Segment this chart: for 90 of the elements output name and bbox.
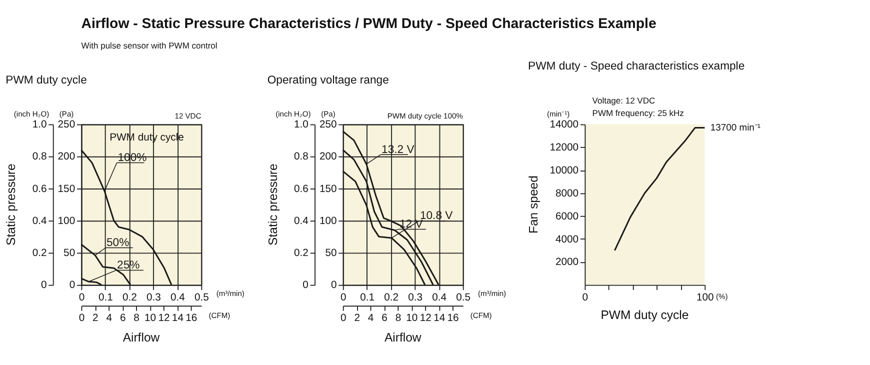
x2-tick-label: 0 — [340, 313, 346, 324]
x-tick-label: 0.5 — [194, 292, 210, 304]
y-tick-label: 100 — [58, 216, 76, 227]
x-tick-label: 0.3 — [408, 292, 423, 304]
x2-tick-label: 10 — [144, 313, 156, 324]
text: (inch H₂O) — [276, 110, 312, 119]
y-tick-label: 6000 — [555, 211, 579, 222]
x2-tick-label: 4 — [106, 313, 112, 324]
x-axis-title: PWM duty cycle — [600, 308, 689, 322]
x2-tick-label: 10 — [406, 313, 418, 324]
x2-tick-label: 16 — [186, 313, 198, 324]
x-tick-label: 0 — [78, 292, 85, 304]
x-axis-title: Airflow — [122, 330, 160, 345]
annotation: 13700 min⁻¹ — [710, 122, 761, 134]
x2-tick-label: 12 — [420, 313, 432, 324]
text: (m³/min) — [478, 289, 507, 298]
text: Voltage: 12 VDC — [592, 95, 656, 106]
text: (min⁻¹) — [546, 110, 570, 119]
y-tick-label: 250 — [58, 120, 76, 131]
y-tick-label: 0 — [330, 280, 337, 292]
y-tick-label: 150 — [58, 184, 76, 195]
x2-tick-label: 16 — [447, 313, 460, 324]
y2-tick-label: 0.2 — [294, 248, 309, 260]
y-tick-label: 150 — [319, 184, 337, 195]
y-tick-label: 2000 — [555, 257, 579, 268]
y-tick-label: 200 — [319, 152, 337, 163]
y-tick-label: 50 — [325, 248, 337, 260]
y-tick-label: 0 — [69, 280, 76, 292]
x-tick-label: 0.2 — [122, 292, 138, 304]
y2-tick-label: 0.6 — [294, 184, 309, 195]
y2-tick-label: 0.6 — [32, 184, 47, 195]
x2-tick-label: 8 — [395, 313, 402, 324]
series-label: 50% — [106, 236, 130, 249]
chart-title: Operating voltage range — [267, 74, 389, 87]
x-tick-label: 0.1 — [98, 292, 114, 304]
y2-axis-title: Static pressure — [4, 163, 18, 246]
x2-tick-label: 2 — [354, 313, 360, 324]
x2-tick-label: 6 — [382, 313, 388, 324]
y2-tick-label: 1.0 — [32, 120, 47, 131]
text: (inch H₂O) — [14, 110, 50, 119]
x-tick-label: 0.2 — [384, 292, 399, 304]
y2-tick-label: 0.4 — [294, 216, 309, 227]
x2-tick-label: 12 — [158, 313, 170, 324]
y2-tick-label: 0.8 — [294, 152, 309, 163]
y-axis-title: Fan speed — [526, 175, 540, 234]
y-tick-label: 8000 — [555, 188, 579, 200]
y-tick-label: 100 — [319, 216, 337, 227]
text: (Pa) — [321, 110, 336, 119]
y2-tick-label: 0 — [302, 280, 309, 292]
y-tick-label: 50 — [64, 248, 76, 260]
x2-tick-label: 6 — [120, 313, 126, 324]
x-tick-label: 0.1 — [360, 292, 375, 304]
x2-tick-label: 8 — [134, 313, 140, 324]
text: PWM duty cycle 100% — [387, 112, 464, 121]
text: Airflow - Static Pressure Characteristics / PWM Duty - Speed Characteristics Example — [81, 16, 656, 32]
text: PWM frequency: 25 kHz — [592, 108, 684, 118]
y2-tick-label: 0.4 — [32, 216, 47, 227]
x-tick-label: 0.3 — [146, 292, 162, 304]
x-tick-label: 0 — [340, 292, 346, 304]
x-tick-label: 100 — [696, 292, 714, 304]
y-tick-label: 14000 — [550, 120, 579, 131]
x2-tick-label: 0 — [78, 313, 85, 324]
x-tick-label: 0.5 — [456, 292, 471, 304]
text: (Pa) — [59, 110, 74, 119]
y-tick-label: 12000 — [550, 142, 579, 154]
text: 12 VDC — [174, 112, 202, 121]
x-tick-label: 0.4 — [432, 292, 447, 304]
x-tick-label: 0 — [582, 292, 588, 304]
y-tick-label: 4000 — [555, 234, 579, 246]
y2-tick-label: 0 — [40, 280, 47, 292]
text: (m³/min) — [216, 289, 245, 298]
chart-title: PWM duty - Speed characteristics example — [528, 60, 745, 72]
text: With pulse sensor with PWM control — [81, 40, 218, 51]
text: (CFM) — [470, 310, 492, 320]
x-axis-title: Airflow — [384, 330, 422, 345]
x-tick-label: 0.4 — [170, 292, 186, 304]
x2-tick-label: 2 — [92, 313, 99, 324]
x2-tick-label: 4 — [368, 313, 374, 324]
text: (CFM) — [208, 310, 231, 320]
y2-tick-label: 1.0 — [294, 120, 309, 131]
y2-axis-title: Static pressure — [266, 163, 280, 246]
y2-tick-label: 0.8 — [32, 152, 47, 163]
text: (%) — [716, 292, 728, 302]
y-tick-label: 200 — [58, 152, 76, 163]
y2-tick-label: 0.2 — [32, 248, 47, 260]
chart-title: PWM duty cycle — [6, 74, 87, 87]
x2-tick-label: 14 — [172, 313, 184, 324]
x2-tick-label: 14 — [434, 313, 446, 324]
y-tick-label: 10000 — [550, 165, 579, 176]
y-tick-label: 250 — [319, 120, 337, 131]
